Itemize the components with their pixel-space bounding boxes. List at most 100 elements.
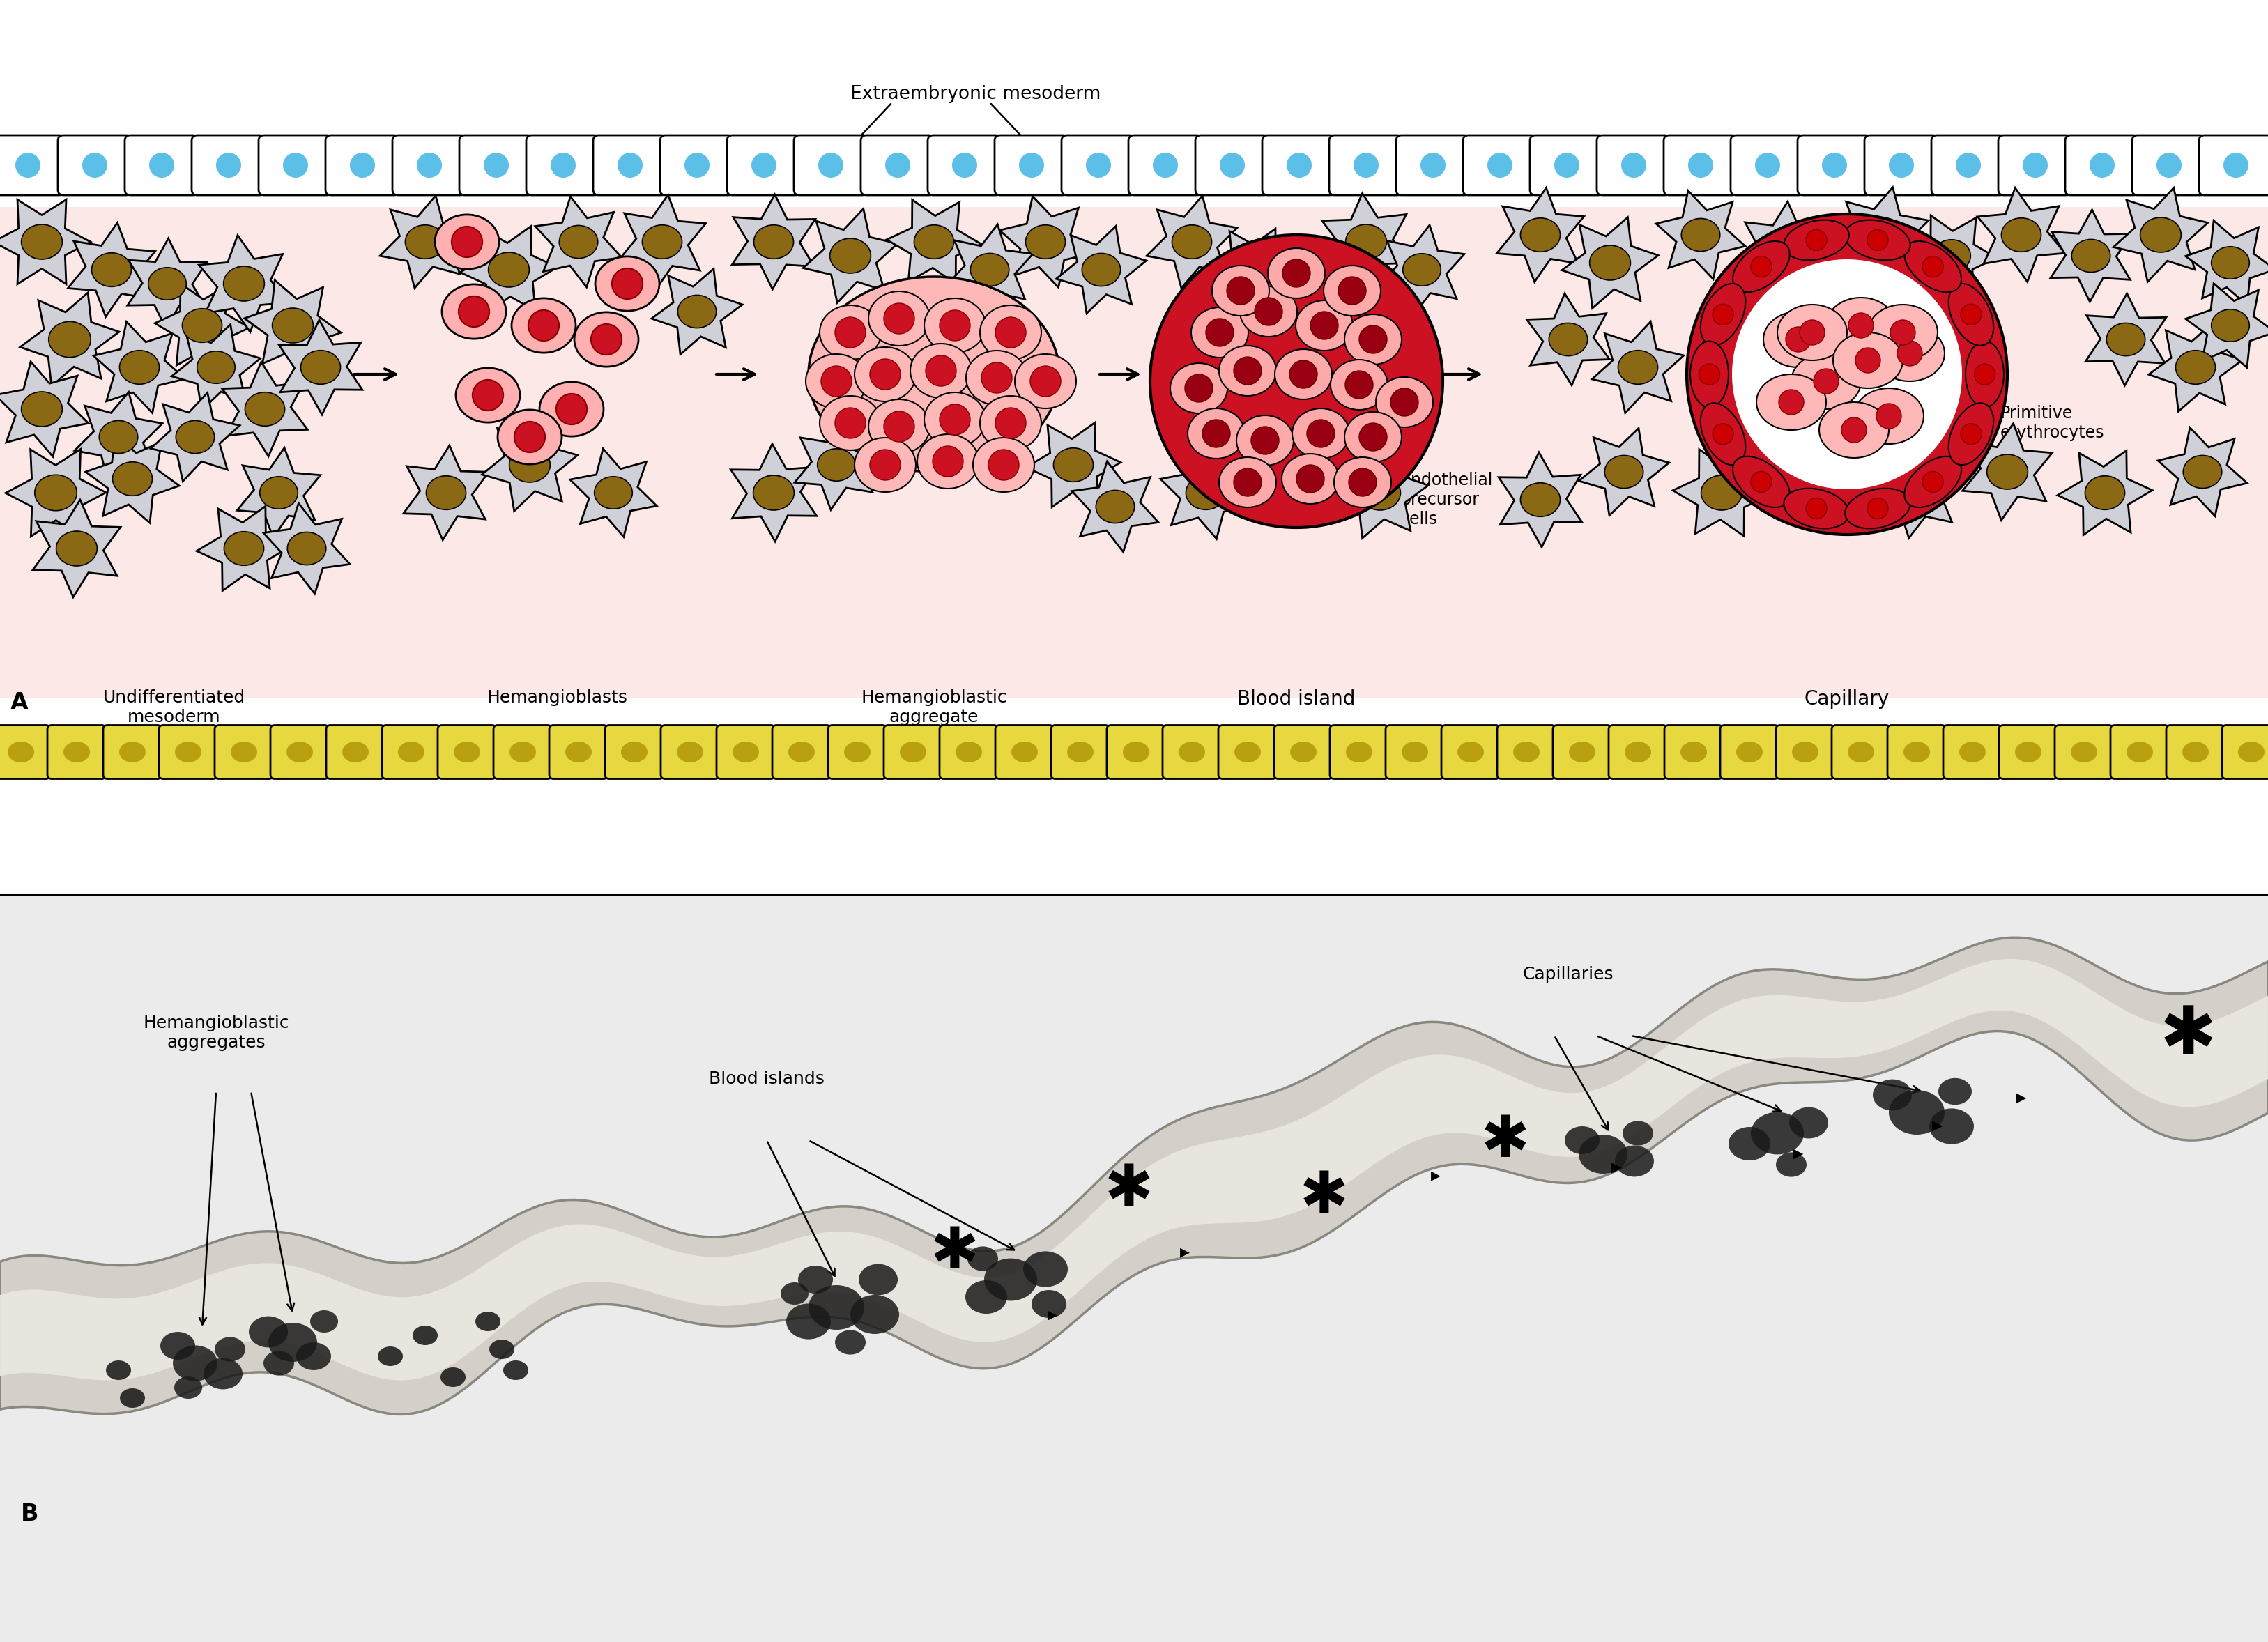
Ellipse shape <box>1776 1153 1808 1177</box>
Polygon shape <box>68 223 154 317</box>
Ellipse shape <box>1565 1126 1599 1154</box>
Ellipse shape <box>574 312 637 366</box>
Circle shape <box>1876 404 1901 429</box>
Circle shape <box>1354 153 1379 177</box>
FancyBboxPatch shape <box>606 726 665 778</box>
Circle shape <box>1814 369 1839 394</box>
Ellipse shape <box>181 309 222 343</box>
Polygon shape <box>1209 228 1300 310</box>
Text: Blood islands: Blood islands <box>710 1071 826 1087</box>
Polygon shape <box>5 450 107 537</box>
FancyBboxPatch shape <box>438 726 497 778</box>
Ellipse shape <box>225 266 265 300</box>
Ellipse shape <box>1191 307 1247 358</box>
Polygon shape <box>0 361 88 456</box>
FancyBboxPatch shape <box>1887 726 1946 778</box>
Ellipse shape <box>245 392 286 425</box>
FancyBboxPatch shape <box>526 135 601 195</box>
FancyBboxPatch shape <box>0 726 50 778</box>
Bar <box>0 169 2268 747</box>
Circle shape <box>751 153 776 177</box>
Ellipse shape <box>1014 355 1075 409</box>
Ellipse shape <box>1785 220 1848 259</box>
Ellipse shape <box>1345 742 1372 762</box>
Ellipse shape <box>379 1346 404 1366</box>
Circle shape <box>1923 471 1944 493</box>
Circle shape <box>284 153 308 177</box>
FancyBboxPatch shape <box>1944 726 2003 778</box>
Ellipse shape <box>971 253 1009 286</box>
Ellipse shape <box>302 350 340 384</box>
Ellipse shape <box>1819 402 1889 458</box>
Text: Undifferentiated
mesoderm: Undifferentiated mesoderm <box>102 690 245 726</box>
Circle shape <box>150 153 175 177</box>
Circle shape <box>1345 371 1372 399</box>
Text: ▸: ▸ <box>1794 1144 1803 1164</box>
Ellipse shape <box>435 215 499 269</box>
Circle shape <box>1755 153 1780 177</box>
Ellipse shape <box>2107 323 2146 356</box>
Circle shape <box>1207 319 1234 346</box>
Ellipse shape <box>286 742 313 762</box>
Circle shape <box>1751 471 1771 493</box>
Ellipse shape <box>204 1358 243 1389</box>
Circle shape <box>1220 153 1245 177</box>
Circle shape <box>1281 259 1311 287</box>
Ellipse shape <box>175 742 202 762</box>
FancyBboxPatch shape <box>996 135 1068 195</box>
FancyBboxPatch shape <box>1386 726 1445 778</box>
Ellipse shape <box>1590 245 1631 281</box>
Polygon shape <box>1497 187 1583 282</box>
Text: Endoderm: Endoderm <box>2164 742 2259 762</box>
Ellipse shape <box>1873 1079 1912 1110</box>
Ellipse shape <box>819 396 880 450</box>
Circle shape <box>685 153 710 177</box>
Polygon shape <box>2186 220 2268 305</box>
Ellipse shape <box>860 1264 898 1296</box>
Polygon shape <box>535 197 621 287</box>
Ellipse shape <box>261 476 297 509</box>
FancyBboxPatch shape <box>392 135 467 195</box>
Ellipse shape <box>923 299 987 353</box>
Ellipse shape <box>1123 742 1150 762</box>
Circle shape <box>1751 256 1771 277</box>
Circle shape <box>939 404 971 435</box>
Ellipse shape <box>1032 1291 1066 1319</box>
Circle shape <box>1254 297 1281 325</box>
Ellipse shape <box>2000 218 2041 251</box>
FancyBboxPatch shape <box>102 726 161 778</box>
Ellipse shape <box>7 742 34 762</box>
Ellipse shape <box>1939 1079 1971 1105</box>
Polygon shape <box>238 448 320 537</box>
FancyBboxPatch shape <box>1719 726 1778 778</box>
Circle shape <box>417 153 442 177</box>
Polygon shape <box>1057 227 1145 314</box>
Circle shape <box>1923 256 1944 277</box>
Circle shape <box>1306 420 1336 448</box>
Circle shape <box>1390 388 1418 415</box>
Circle shape <box>1202 420 1229 448</box>
Circle shape <box>1799 320 1826 345</box>
Ellipse shape <box>490 1340 515 1360</box>
Polygon shape <box>1236 419 1315 511</box>
Ellipse shape <box>1188 409 1245 458</box>
FancyBboxPatch shape <box>1531 135 1603 195</box>
Ellipse shape <box>1785 488 1848 529</box>
Ellipse shape <box>1334 456 1390 507</box>
Ellipse shape <box>1295 300 1352 351</box>
Ellipse shape <box>497 410 562 465</box>
Polygon shape <box>1962 424 2053 521</box>
Text: ▸: ▸ <box>1932 1117 1944 1136</box>
Circle shape <box>819 153 844 177</box>
Ellipse shape <box>1549 323 1588 356</box>
FancyBboxPatch shape <box>2200 135 2268 195</box>
Ellipse shape <box>120 742 145 762</box>
Ellipse shape <box>57 530 98 566</box>
Circle shape <box>1297 465 1325 493</box>
Ellipse shape <box>249 1317 288 1348</box>
Ellipse shape <box>1778 304 1846 360</box>
Ellipse shape <box>1848 742 1873 762</box>
Ellipse shape <box>678 296 717 328</box>
Circle shape <box>1785 327 1810 351</box>
Polygon shape <box>245 281 340 371</box>
